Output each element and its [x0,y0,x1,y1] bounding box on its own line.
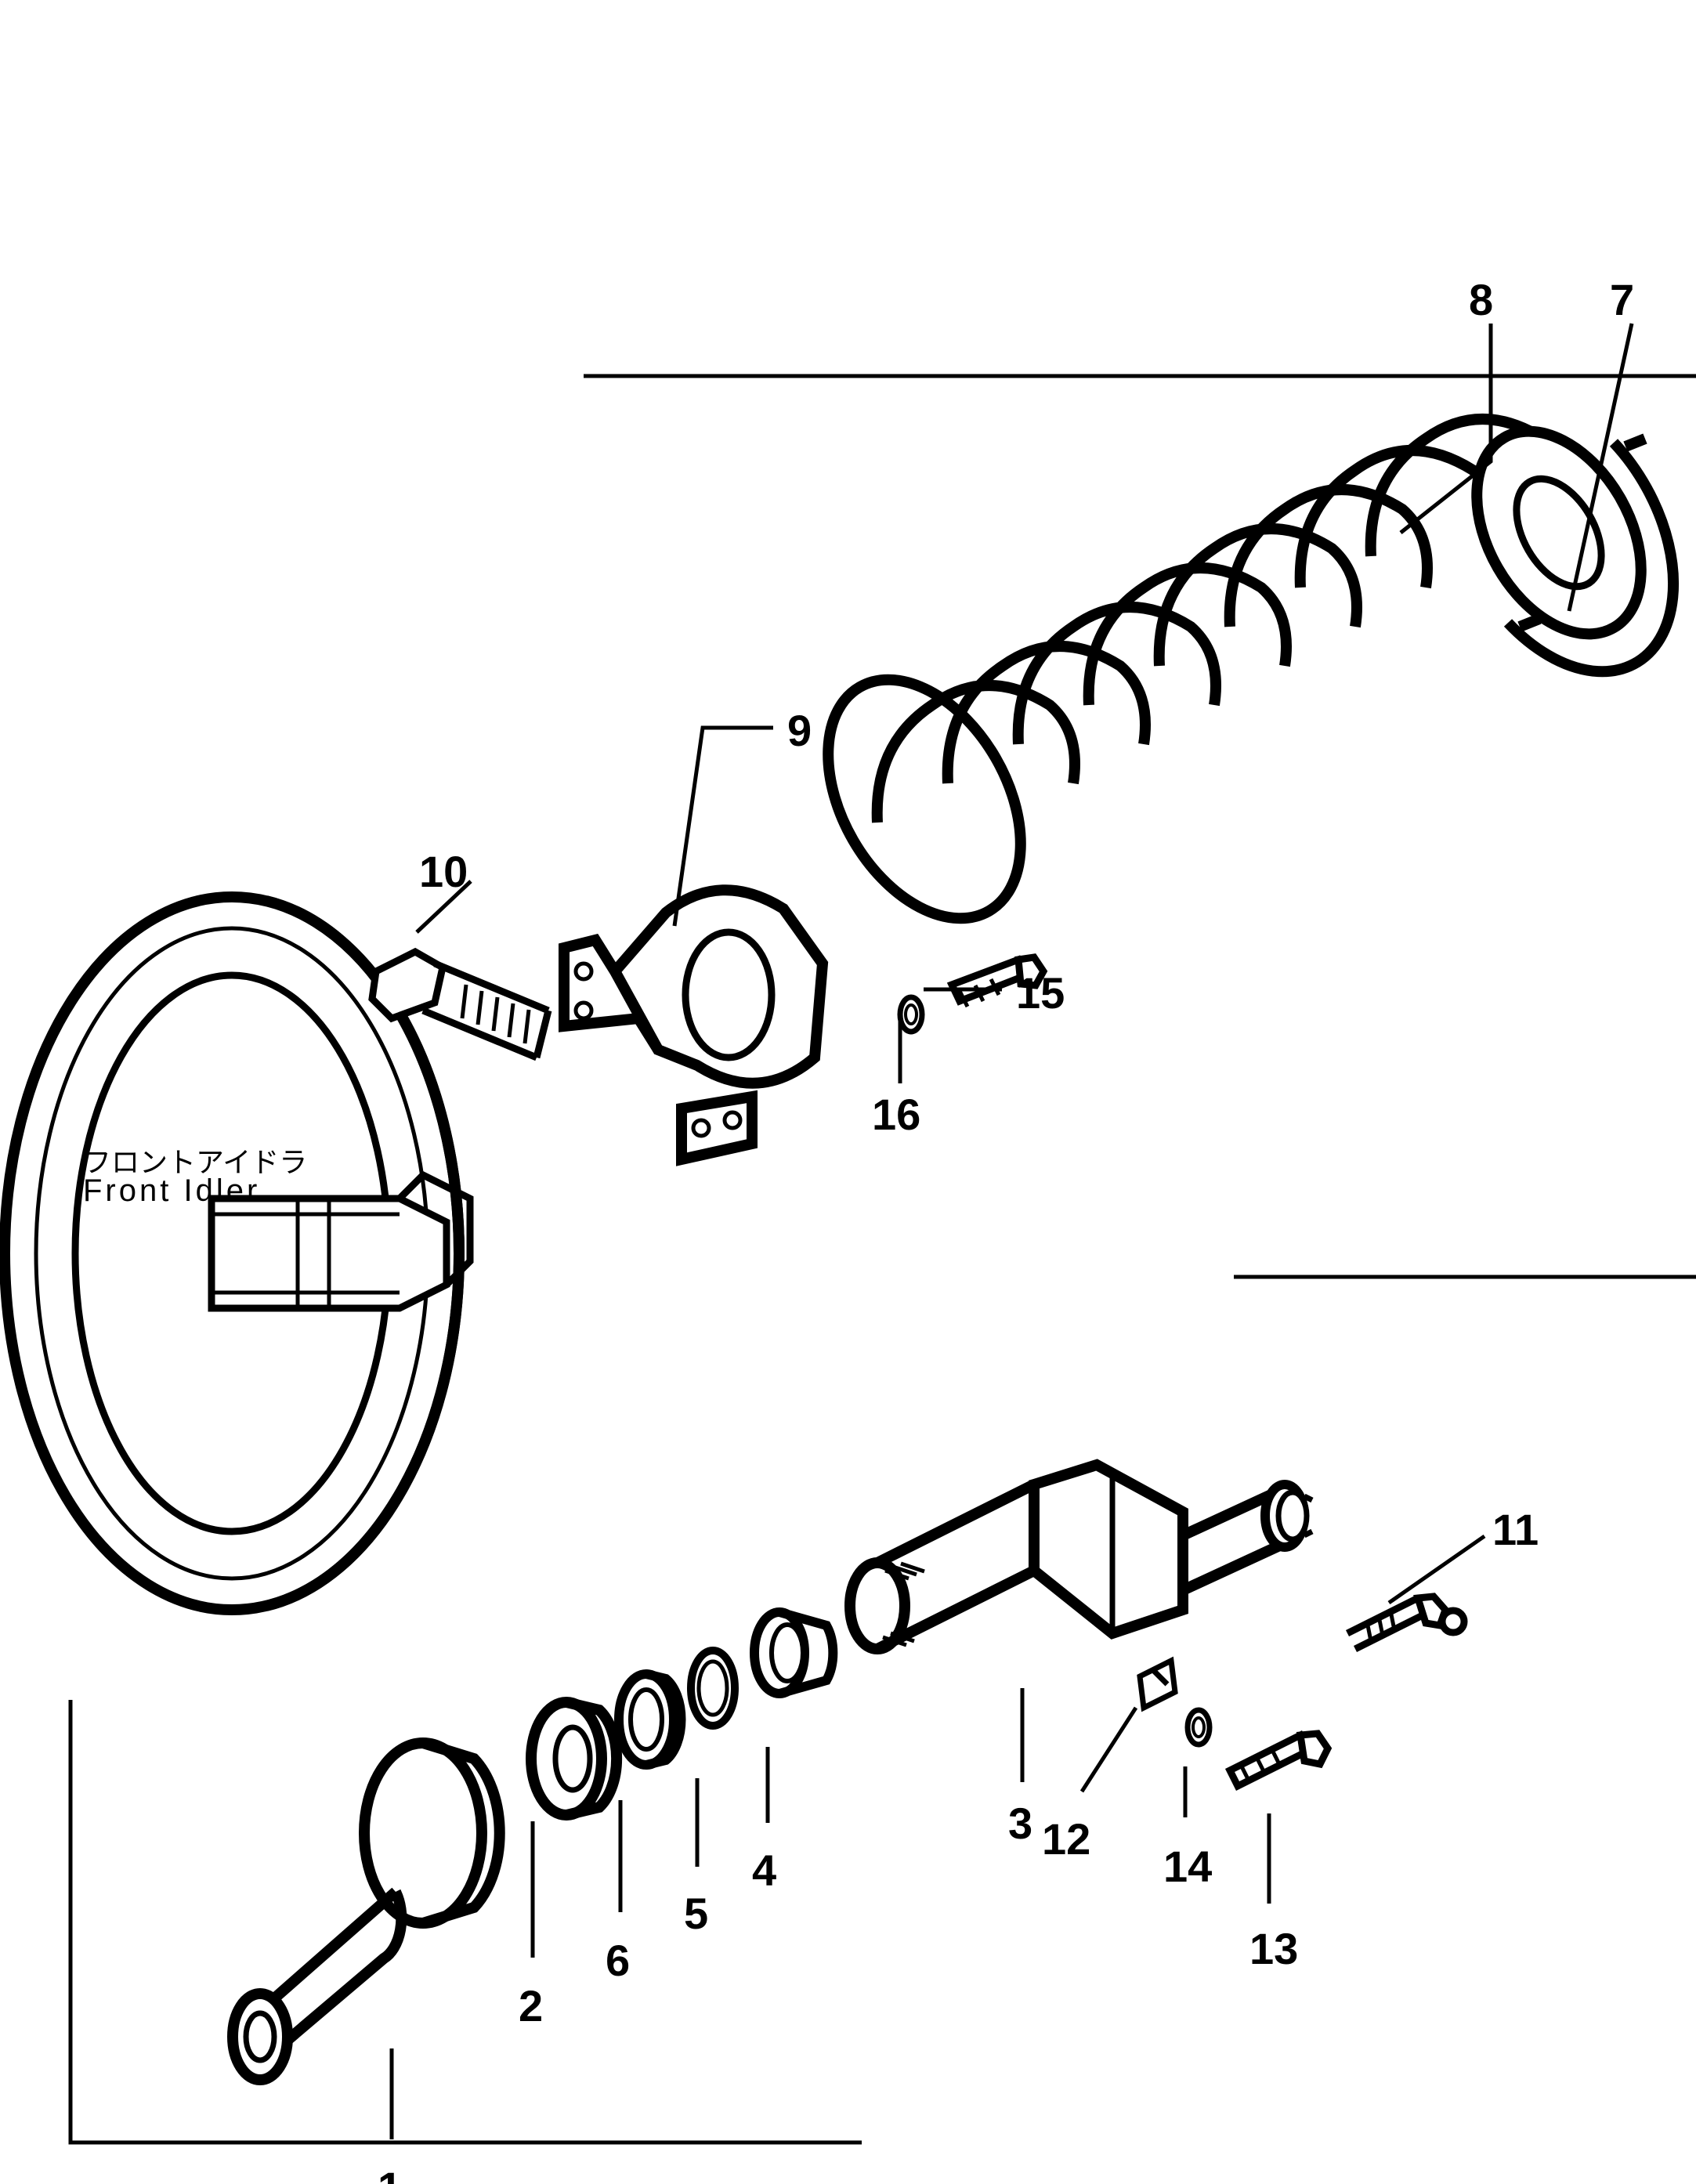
spring-seat-washer [1443,403,1675,671]
label-n16: 16 [872,1093,920,1137]
label-n5: 5 [684,1892,708,1936]
label-n3: 3 [1008,1802,1032,1846]
ring-6 [619,1674,681,1765]
packing-2 [531,1702,617,1815]
label-n4: 4 [752,1849,776,1893]
bolt-13 [1230,1734,1328,1786]
label-n8: 8 [1469,278,1493,322]
bolt-10 [372,952,548,1058]
washer-14 [1188,1710,1210,1745]
label-n13: 13 [1249,1927,1298,1971]
grease-fitting-11 [1347,1596,1464,1649]
cylinder-3 [850,1465,1312,1649]
idler-label-en: Front Idler [83,1173,260,1209]
label-n15: 15 [1016,971,1065,1015]
label-n6: 6 [606,1939,630,1983]
yoke-bracket [564,890,823,1159]
label-n1: 1 [378,2166,402,2184]
label-n12: 12 [1042,1817,1090,1861]
label-n7: 7 [1610,278,1634,322]
ring-5 [691,1651,735,1726]
label-n9: 9 [787,709,812,753]
clip-12 [1140,1661,1175,1708]
label-n14: 14 [1163,1845,1212,1889]
leader-n11 [1389,1536,1484,1603]
coil-spring [789,419,1568,952]
leader-n12 [1082,1708,1136,1792]
label-n11: 11 [1492,1508,1539,1552]
washer-16 [900,997,922,1032]
piston-1 [233,1743,500,2080]
diagram-canvas [0,0,1696,2184]
leader-lines [392,324,1632,2139]
sleeve-4 [754,1612,833,1694]
label-n10: 10 [419,850,468,894]
label-n2: 2 [519,1984,543,2028]
